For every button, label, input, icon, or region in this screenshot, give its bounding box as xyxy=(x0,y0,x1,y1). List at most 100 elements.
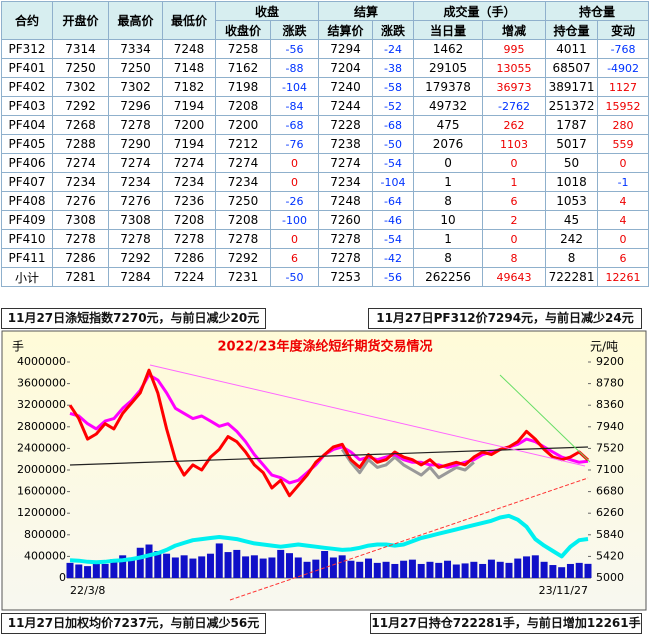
header-cell: 结算 xyxy=(318,1,415,21)
table-cell: -768 xyxy=(597,39,650,59)
table-row: PF409 7308 7308 7208 7208 -100 7260 -46 10 2 45 4 xyxy=(1,210,650,230)
table-cell: 7231 xyxy=(215,267,271,287)
banner: 11月27日加权均价7237元，与前日减少56元 xyxy=(1,613,266,634)
table-cell: 7292 xyxy=(52,96,109,116)
table-cell: 7278 xyxy=(108,115,163,135)
table-cell: 242 xyxy=(545,229,599,249)
table-cell: 小计 xyxy=(1,267,53,287)
table-cell: 262256 xyxy=(413,267,484,287)
table-row: 收盘价 涨跌 结算价 涨跌 当日量 增减 持仓量 变动 xyxy=(2,20,650,40)
table-cell: 179378 xyxy=(413,77,484,97)
bar xyxy=(558,567,566,578)
bar xyxy=(514,558,522,578)
bar xyxy=(294,557,302,578)
table-cell: -54 xyxy=(372,153,415,173)
table-cell: 7278 xyxy=(318,229,374,249)
table-cell: 0 xyxy=(269,153,320,173)
bar xyxy=(66,562,74,578)
table-cell: -68 xyxy=(372,115,415,135)
table-cell: 7240 xyxy=(318,77,374,97)
table-cell: 7208 xyxy=(162,210,216,230)
y-tick-label: 800000 xyxy=(24,528,66,541)
table-cell: 7148 xyxy=(162,58,216,78)
table-cell: 7248 xyxy=(162,39,216,59)
y2-tick-label: 7940 xyxy=(596,420,624,433)
table-cell: 0 xyxy=(597,229,650,249)
table-cell: -68 xyxy=(269,115,320,135)
table-cell: 0 xyxy=(597,153,650,173)
table-cell: 4 xyxy=(597,210,650,230)
table-cell: -100 xyxy=(269,210,320,230)
bar xyxy=(373,562,381,578)
table-cell: 7292 xyxy=(215,248,271,268)
table-cell: 7278 xyxy=(215,229,271,249)
header-cell: 涨跌 xyxy=(372,20,415,40)
bar xyxy=(461,563,469,578)
table-cell: 7276 xyxy=(52,191,109,211)
table-cell: 7308 xyxy=(52,210,109,230)
table-cell: -88 xyxy=(269,58,320,78)
bar xyxy=(224,552,232,578)
bar xyxy=(312,559,320,578)
table-cell: 1462 xyxy=(413,39,484,59)
table-row: PF404 7268 7278 7200 7200 -68 7228 -68 475 262 178… xyxy=(1,115,650,135)
table-cell: 7224 xyxy=(162,267,216,287)
y-tick-label: 400000 xyxy=(24,549,66,562)
table-cell: PF411 xyxy=(1,248,53,268)
table-cell: 7258 xyxy=(215,39,271,59)
bar xyxy=(575,562,583,578)
bar xyxy=(523,556,531,578)
y2-axis-label: 元/吨 xyxy=(590,340,618,354)
bar xyxy=(382,561,390,578)
table-cell: 8 xyxy=(482,248,547,268)
chart-title: 2022/23年度涤纶短纤期货交易情况 xyxy=(217,339,432,355)
header-cell: 变动 xyxy=(597,20,650,40)
table-cell: 7278 xyxy=(108,229,163,249)
table-cell: PF410 xyxy=(1,229,53,249)
table-cell: 7286 xyxy=(52,248,109,268)
table-cell: 1053 xyxy=(545,191,599,211)
table-cell: 7234 xyxy=(318,172,374,192)
bar xyxy=(233,549,241,578)
table-cell: 6 xyxy=(269,248,320,268)
bar xyxy=(444,560,452,578)
table-cell: 7288 xyxy=(52,134,109,154)
table-cell: 2076 xyxy=(413,134,484,154)
table-row: PF406 7274 7274 7274 7274 0 7274 -54 0 0 50 0 xyxy=(1,153,650,173)
table-cell: 45 xyxy=(545,210,599,230)
bar xyxy=(505,562,513,578)
table-cell: 7278 xyxy=(52,229,109,249)
bar xyxy=(487,559,495,578)
y2-tick-label: 9200 xyxy=(596,355,624,368)
bar xyxy=(426,561,434,578)
table-cell: 1127 xyxy=(597,77,650,97)
bar xyxy=(584,563,592,578)
header-cell: 开盘价 xyxy=(52,1,109,40)
bar xyxy=(259,558,267,578)
table-cell: 7290 xyxy=(108,134,163,154)
quote-table: 合约 开盘价 最高价 最低价 收盘 结算 成交量（手） 持仓量 收盘价 涨跌 结算价 涨跌 当日量 增减持… xyxy=(1,1,650,287)
table-cell: 7260 xyxy=(318,210,374,230)
table-cell: 7194 xyxy=(162,96,216,116)
table-cell: 7292 xyxy=(108,248,163,268)
trend-line xyxy=(69,446,589,466)
table-cell: 7308 xyxy=(108,210,163,230)
table-cell: -50 xyxy=(269,267,320,287)
bar xyxy=(92,561,100,578)
table-cell: 1787 xyxy=(545,115,599,135)
bar xyxy=(127,557,135,578)
y-tick-label: 1200000 xyxy=(17,506,66,519)
table-cell: 7296 xyxy=(108,96,163,116)
table-cell: -104 xyxy=(269,77,320,97)
bar xyxy=(391,563,399,578)
table-cell: 7212 xyxy=(215,134,271,154)
table-cell: 7302 xyxy=(52,77,109,97)
bar xyxy=(479,563,487,578)
header-cell: 收盘 xyxy=(214,1,320,21)
table-cell: -38 xyxy=(372,58,415,78)
table-cell: -76 xyxy=(269,134,320,154)
y-tick-label: 0 xyxy=(59,571,66,584)
table-cell: 49732 xyxy=(413,96,484,116)
table-cell: 7234 xyxy=(215,172,271,192)
header-cell: 持仓量 xyxy=(545,20,599,40)
